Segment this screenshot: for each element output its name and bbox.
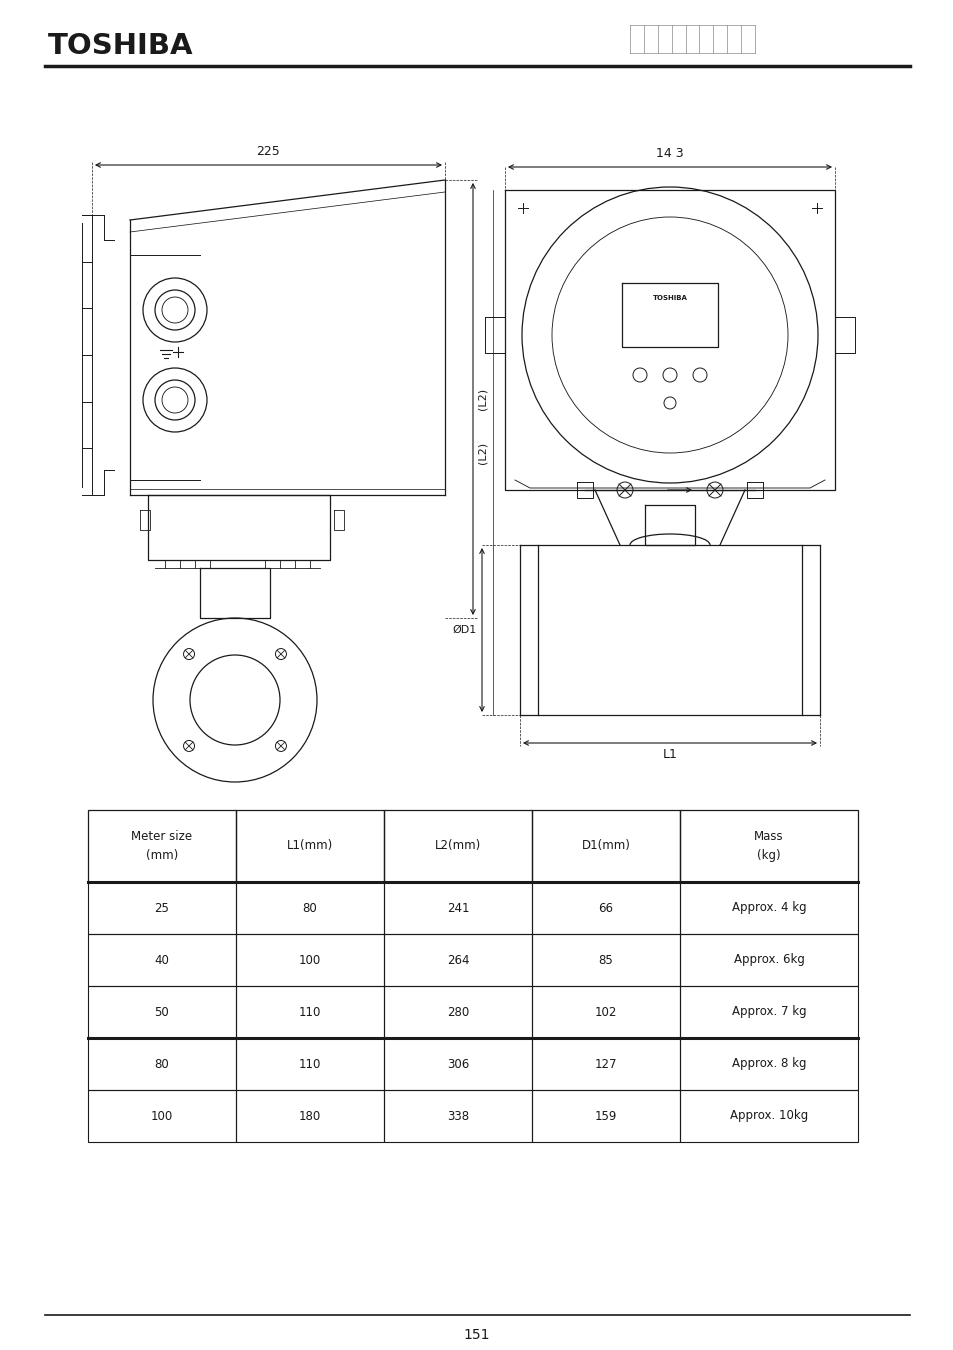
Text: 100: 100 [298, 953, 321, 967]
Text: 180: 180 [298, 1110, 321, 1122]
Bar [235, 986, 384, 1038]
Text: 127: 127 [594, 1057, 617, 1071]
Bar [235, 934, 384, 986]
Bar [88, 1038, 235, 1089]
Text: 50: 50 [154, 1006, 170, 1018]
Bar [235, 810, 384, 882]
Bar [384, 986, 532, 1038]
Text: 14 3: 14 3 [656, 147, 683, 161]
Bar [235, 1038, 384, 1089]
Bar [679, 882, 857, 934]
Bar [384, 1038, 532, 1089]
Bar [235, 1089, 384, 1142]
Text: 280: 280 [446, 1006, 469, 1018]
Bar [88, 986, 235, 1038]
Bar [532, 882, 679, 934]
Bar [679, 934, 857, 986]
Text: (L2): (L2) [477, 441, 488, 463]
Text: 80: 80 [302, 902, 317, 914]
Text: 264: 264 [446, 953, 469, 967]
Bar [235, 882, 384, 934]
Text: 40: 40 [154, 953, 170, 967]
Text: L1: L1 [662, 748, 677, 761]
Text: ØD1: ØD1 [453, 625, 476, 634]
Bar [384, 1089, 532, 1142]
Text: Meter size: Meter size [132, 830, 193, 844]
Text: Mass: Mass [754, 830, 783, 844]
Text: 80: 80 [154, 1057, 170, 1071]
Text: 85: 85 [598, 953, 613, 967]
Text: Approx. 7 kg: Approx. 7 kg [731, 1006, 805, 1018]
Bar [532, 934, 679, 986]
Text: (L2): (L2) [477, 387, 488, 410]
Bar [532, 1038, 679, 1089]
Text: Approx. 6kg: Approx. 6kg [733, 953, 803, 967]
Bar [679, 1089, 857, 1142]
Text: 110: 110 [298, 1057, 321, 1071]
Bar [532, 1089, 679, 1142]
Bar [88, 1089, 235, 1142]
Text: (kg): (kg) [757, 849, 780, 861]
Text: Approx. 4 kg: Approx. 4 kg [731, 902, 805, 914]
Text: L1(mm): L1(mm) [287, 840, 333, 852]
Bar [532, 986, 679, 1038]
Bar [679, 1038, 857, 1089]
Text: D1(mm): D1(mm) [581, 840, 630, 852]
Text: Approx. 10kg: Approx. 10kg [729, 1110, 807, 1122]
Text: 159: 159 [594, 1110, 617, 1122]
Bar [88, 810, 235, 882]
Text: 241: 241 [446, 902, 469, 914]
Text: 225: 225 [256, 144, 280, 158]
Text: 25: 25 [154, 902, 170, 914]
Text: 151: 151 [463, 1328, 490, 1342]
Text: (mm): (mm) [146, 849, 178, 861]
Bar [384, 934, 532, 986]
Text: 102: 102 [594, 1006, 617, 1018]
Text: 110: 110 [298, 1006, 321, 1018]
Text: 338: 338 [446, 1110, 469, 1122]
Bar [384, 810, 532, 882]
Bar [88, 882, 235, 934]
Text: L2(mm): L2(mm) [435, 840, 480, 852]
Text: TOSHIBA: TOSHIBA [652, 296, 687, 301]
Bar [384, 882, 532, 934]
Bar [679, 986, 857, 1038]
Bar [88, 934, 235, 986]
Text: Approx. 8 kg: Approx. 8 kg [731, 1057, 805, 1071]
Text: TOSHIBA: TOSHIBA [48, 32, 193, 59]
Text: 100: 100 [151, 1110, 172, 1122]
Text: 306: 306 [446, 1057, 469, 1071]
Bar [679, 810, 857, 882]
Text: 66: 66 [598, 902, 613, 914]
Bar [532, 810, 679, 882]
